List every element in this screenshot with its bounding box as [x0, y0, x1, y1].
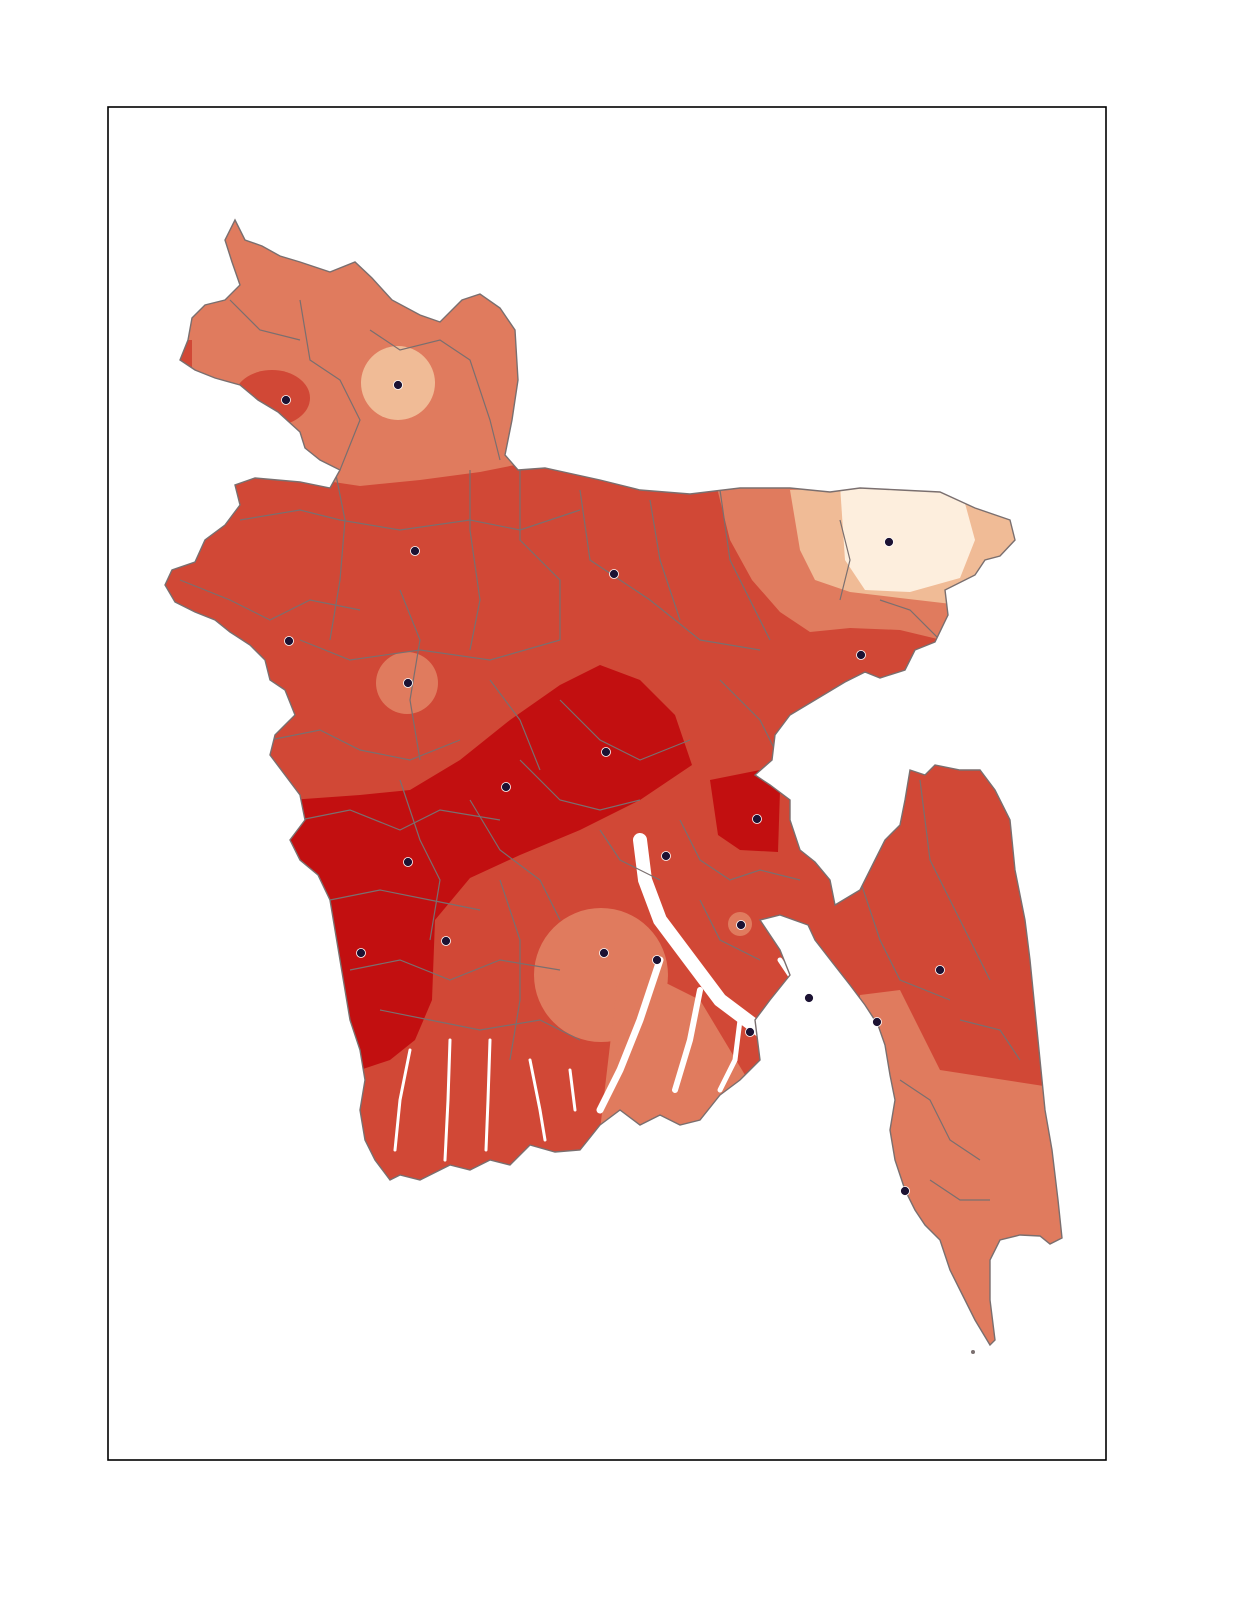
station-point[interactable] — [736, 920, 746, 930]
station-point[interactable] — [609, 569, 619, 579]
station-point[interactable] — [403, 678, 413, 688]
map-frame — [107, 106, 1107, 1461]
station-point[interactable] — [403, 857, 413, 867]
class-4-zone-northwest — [234, 370, 310, 426]
station-point[interactable] — [872, 1017, 882, 1027]
station-point[interactable] — [652, 955, 662, 965]
station-point[interactable] — [935, 965, 945, 975]
station-point[interactable] — [804, 993, 814, 1003]
class-5-zone-east — [710, 770, 780, 852]
station-point[interactable] — [752, 814, 762, 824]
class-1-zone-northeast — [840, 485, 975, 592]
station-point[interactable] — [900, 1186, 910, 1196]
station-point[interactable] — [661, 851, 671, 861]
station-point[interactable] — [410, 546, 420, 556]
station-point[interactable] — [745, 1027, 755, 1037]
small-island — [971, 1350, 975, 1354]
country-outline — [164, 218, 1063, 1347]
class-3-zone-north — [165, 220, 540, 486]
station-point[interactable] — [599, 948, 609, 958]
river-channels — [393, 833, 892, 1162]
class-5-zone-central — [290, 665, 692, 1070]
station-point[interactable] — [501, 782, 511, 792]
station-point[interactable] — [601, 747, 611, 757]
station-point[interactable] — [284, 636, 294, 646]
station-point[interactable] — [393, 380, 403, 390]
station-point[interactable] — [441, 936, 451, 946]
station-point[interactable] — [884, 537, 894, 547]
weather-stations — [281, 380, 945, 1196]
admin-boundaries — [179, 299, 1021, 1201]
station-point[interactable] — [356, 948, 366, 958]
station-point[interactable] — [856, 650, 866, 660]
station-point[interactable] — [281, 395, 291, 405]
